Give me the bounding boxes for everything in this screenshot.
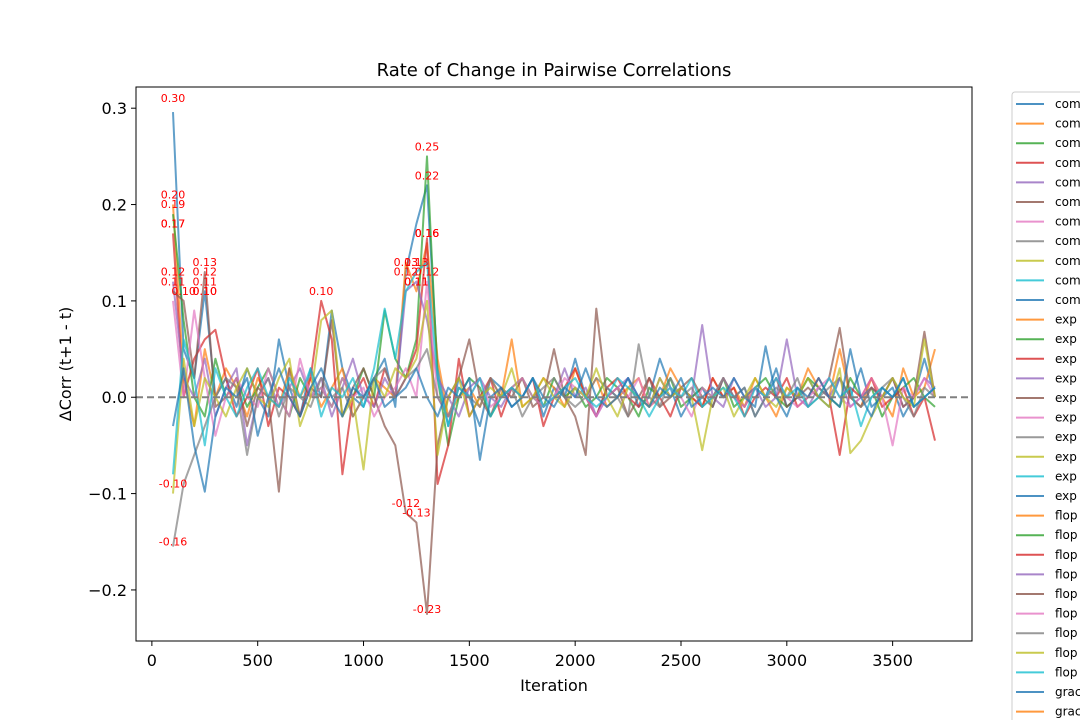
y-axis-label: ΔCorr (t+1 - t) (56, 307, 75, 421)
data-annotation: -0.23 (413, 603, 441, 616)
legend: com com com com com com com com com com com exp exp e… (1011, 91, 1080, 724)
legend-label: exp (1055, 313, 1077, 327)
data-annotation: 0.12 (415, 266, 440, 279)
data-annotation: 0.12 (394, 266, 419, 279)
data-annotation: 0.12 (161, 266, 186, 279)
data-annotation: 0.22 (415, 169, 440, 182)
data-annotation: 0.30 (161, 92, 186, 105)
data-annotation: 0.11 (404, 275, 429, 288)
y-tick-label: 0.0 (102, 388, 127, 407)
data-annotation: 0.11 (404, 275, 429, 288)
data-annotation: 0.10 (193, 285, 218, 298)
legend-label: com (1055, 234, 1080, 248)
legend-label: com (1055, 215, 1080, 229)
legend-label: flop (1055, 548, 1078, 562)
chart-title: Rate of Change in Pairwise Correlations (377, 60, 732, 81)
data-annotation: 0.19 (161, 198, 186, 211)
data-annotation: 0.16 (415, 227, 440, 240)
data-annotation: 0.11 (193, 275, 218, 288)
legend-label: grac (1055, 705, 1080, 719)
legend-label: com (1055, 293, 1080, 307)
y-tick-label: −0.1 (88, 485, 127, 504)
data-annotation: 0.13 (394, 256, 419, 269)
x-tick-label: 3000 (766, 651, 807, 670)
x-tick-label: 2500 (661, 651, 702, 670)
data-annotation: 0.11 (161, 275, 186, 288)
legend-label: exp (1055, 332, 1077, 346)
legend-label: flop (1055, 626, 1078, 640)
data-annotation: 0.16 (415, 227, 440, 240)
x-tick-label: 1500 (449, 651, 490, 670)
x-tick-label: 500 (242, 651, 273, 670)
data-annotation: 0.13 (404, 256, 429, 269)
data-annotation: 0.10 (309, 285, 334, 298)
plot-frame (135, 86, 973, 642)
legend-label: flop (1055, 587, 1078, 601)
x-tick-label: 3500 (872, 651, 913, 670)
legend-label: com (1055, 156, 1080, 170)
legend-label: com (1055, 117, 1080, 131)
data-annotation: 0.25 (415, 140, 440, 153)
legend-label: com (1055, 195, 1080, 209)
legend-label: flop (1055, 567, 1078, 581)
data-annotation: -0.10 (159, 478, 187, 491)
y-tick-label: 0.1 (102, 292, 127, 311)
x-tick-label: 2000 (555, 651, 596, 670)
legend-label: exp (1055, 411, 1077, 425)
legend-label: exp (1055, 391, 1077, 405)
legend-label: com (1055, 136, 1080, 150)
legend-label: exp (1055, 430, 1077, 444)
y-tick-label: 0.2 (102, 196, 127, 215)
data-annotation: -0.12 (392, 497, 420, 510)
x-axis-label: Iteration (520, 676, 588, 695)
data-annotation: 0.20 (161, 189, 186, 202)
legend-label: flop (1055, 528, 1078, 542)
legend-label: flop (1055, 509, 1078, 523)
x-tick-label: 0 (147, 651, 157, 670)
data-annotation: 0.17 (161, 217, 186, 230)
data-annotation: 0.12 (193, 266, 218, 279)
x-tick-label: 1000 (343, 651, 384, 670)
legend-label: com (1055, 97, 1080, 111)
legend-label: flop (1055, 646, 1078, 660)
data-annotation: -0.13 (402, 506, 430, 519)
data-annotation: 0.13 (193, 256, 218, 269)
legend-label: flop (1055, 607, 1078, 621)
legend-label: exp (1055, 352, 1077, 366)
legend-label: exp (1055, 371, 1077, 385)
data-annotation: 0.10 (193, 285, 218, 298)
y-tick-label: −0.2 (88, 581, 127, 600)
legend-label: com (1055, 254, 1080, 268)
legend-label: flop (1055, 665, 1078, 679)
y-tick-label: 0.3 (102, 99, 127, 118)
legend-label: exp (1055, 469, 1077, 483)
legend-label: com (1055, 175, 1080, 189)
legend-label: com (1055, 273, 1080, 287)
legend-label: exp (1055, 489, 1077, 503)
data-annotation: 0.10 (171, 285, 196, 298)
legend-box (1011, 91, 1080, 724)
data-annotation: 0.17 (161, 217, 186, 230)
data-annotation: 0.16 (415, 227, 440, 240)
data-annotation: -0.16 (159, 535, 187, 548)
legend-label: grac (1055, 685, 1080, 699)
legend-label: exp (1055, 450, 1077, 464)
